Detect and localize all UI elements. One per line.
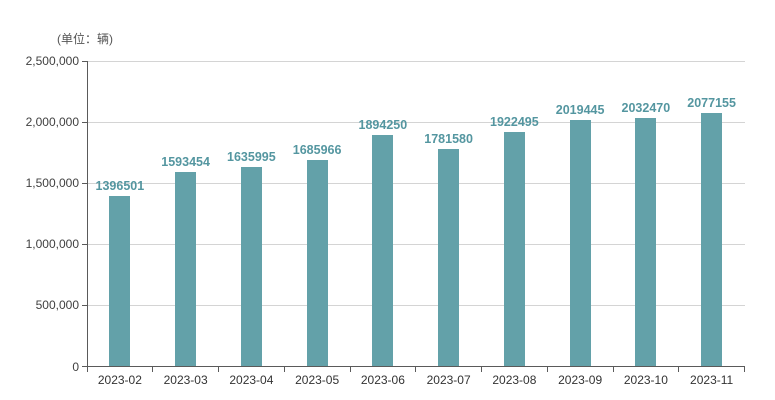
x-axis-label-2023-09: 2023-09 bbox=[558, 372, 603, 387]
x-axis-tick bbox=[481, 366, 482, 372]
x-axis-label-2023-03: 2023-03 bbox=[163, 372, 208, 387]
x-axis-tick bbox=[678, 366, 680, 372]
y-axis-tick bbox=[82, 121, 87, 123]
y-axis-tick-label: 2,000,000 bbox=[25, 115, 79, 130]
bar-2023-06[interactable] bbox=[372, 135, 394, 367]
x-axis-label-2023-04: 2023-04 bbox=[229, 372, 274, 387]
bar-2023-03[interactable] bbox=[175, 171, 197, 367]
x-axis-tick bbox=[546, 366, 548, 372]
x-axis-tick bbox=[218, 366, 219, 372]
y-axis-tick-label: 1,000,000 bbox=[25, 237, 79, 252]
x-axis-tick bbox=[415, 366, 417, 372]
x-axis-label-2023-08: 2023-08 bbox=[492, 372, 537, 387]
gridline-500000 bbox=[87, 304, 745, 306]
bar-value-label-2023-06: 1894250 bbox=[358, 118, 408, 133]
bar-value-label-2023-10: 2032470 bbox=[621, 101, 671, 116]
y-axis-tick bbox=[82, 60, 87, 62]
x-axis-tick bbox=[283, 366, 285, 372]
bar-2023-10[interactable] bbox=[635, 118, 657, 367]
x-axis-line bbox=[87, 366, 745, 367]
bar-2023-08[interactable] bbox=[503, 131, 525, 367]
x-axis-label-2023-07: 2023-07 bbox=[426, 372, 471, 387]
x-axis-label-2023-11: 2023-11 bbox=[690, 372, 734, 387]
bar-value-label-2023-03: 1593454 bbox=[161, 154, 210, 169]
unit-label: (单位：辆) bbox=[57, 32, 113, 46]
y-axis-tick-label: 0 bbox=[72, 359, 79, 374]
x-axis-label-2023-10: 2023-10 bbox=[623, 372, 668, 387]
x-axis-label-2023-02: 2023-02 bbox=[97, 372, 142, 387]
bar-value-label-2023-09: 2019445 bbox=[555, 102, 605, 117]
y-axis-tick bbox=[82, 243, 87, 245]
gridline-2500000 bbox=[87, 60, 745, 62]
bar-value-label-2023-07: 1781580 bbox=[424, 131, 473, 146]
gridline-2000000 bbox=[87, 121, 745, 123]
gridline-1500000 bbox=[87, 182, 745, 184]
bar-2023-02[interactable] bbox=[109, 195, 131, 367]
x-axis-label-2023-05: 2023-05 bbox=[295, 372, 340, 387]
y-axis-tick bbox=[82, 182, 87, 184]
bar-2023-11[interactable] bbox=[701, 112, 723, 367]
x-axis-label-2023-06: 2023-06 bbox=[360, 372, 405, 387]
bar-2023-04[interactable] bbox=[240, 166, 262, 367]
bar-2023-05[interactable] bbox=[306, 160, 328, 367]
x-axis-tick bbox=[349, 366, 351, 372]
gridline-1000000 bbox=[87, 243, 745, 245]
y-axis-line bbox=[86, 61, 88, 367]
bar-value-label-2023-02: 1396501 bbox=[95, 178, 145, 193]
y-axis-tick bbox=[82, 304, 87, 306]
bar-2023-09[interactable] bbox=[569, 119, 591, 367]
bar-2023-07[interactable] bbox=[438, 148, 460, 367]
y-axis-tick bbox=[82, 366, 87, 367]
x-axis-tick bbox=[152, 366, 154, 372]
y-axis-tick-label: 2,500,000 bbox=[25, 54, 79, 68]
x-axis-tick bbox=[744, 366, 745, 372]
bar-value-label-2023-04: 1635995 bbox=[227, 149, 276, 164]
y-axis-tick-label: 500,000 bbox=[35, 298, 79, 313]
bar-value-label-2023-08: 1922495 bbox=[490, 114, 539, 129]
x-axis-tick bbox=[86, 366, 88, 372]
bar-value-label-2023-11: 2077155 bbox=[687, 95, 736, 110]
y-axis-tick-label: 1,500,000 bbox=[25, 176, 79, 191]
bar-value-label-2023-05: 1685966 bbox=[292, 143, 342, 158]
x-axis-tick bbox=[612, 366, 614, 372]
